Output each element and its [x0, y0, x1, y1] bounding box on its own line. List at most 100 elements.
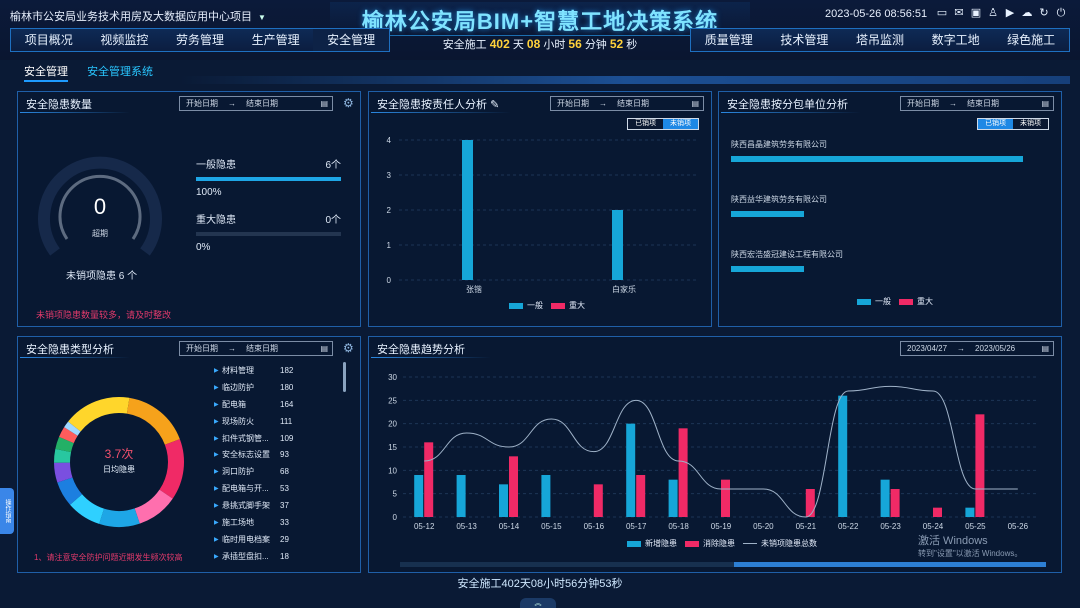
- y-tick-label: 15: [388, 443, 397, 452]
- x-tick-label: 05-16: [584, 522, 605, 531]
- gear-icon[interactable]: ⚙: [343, 341, 354, 355]
- calendar-icon: ▤: [691, 99, 699, 108]
- video-icon[interactable]: ▶: [1005, 7, 1015, 19]
- date-range-picker[interactable]: 开始日期 → 结束日期 ▤: [550, 96, 704, 111]
- subtab-safety-system[interactable]: 安全管理系统: [87, 66, 154, 78]
- type-list-item[interactable]: ▶ 配电箱 164: [214, 396, 293, 413]
- project-selector[interactable]: 榆林市公安局业务技术用房及大数据应用中心项目 ▼: [10, 11, 266, 23]
- type-list-item[interactable]: ▶ 配电箱与开... 53: [214, 480, 293, 497]
- nav-left: 项目概况 视频监控 劳务管理 生产管理 安全管理: [10, 28, 390, 52]
- type-value: 53: [280, 484, 289, 494]
- type-list-item[interactable]: ▶ 现场防火 111: [214, 413, 293, 430]
- date-range-picker[interactable]: 开始日期 → 结束日期 ▤: [179, 341, 333, 356]
- x-tick-label: 张锴: [466, 284, 482, 294]
- nav-item[interactable]: 塔吊监测: [855, 33, 904, 47]
- type-list-item[interactable]: ▶ 施工场地 33: [214, 514, 293, 531]
- safe-footer: 安全施工402天08小时56分钟53秒: [457, 578, 623, 590]
- cloud-icon[interactable]: ☁: [1021, 7, 1033, 19]
- bar: [593, 484, 603, 517]
- type-name: 现场防火: [222, 416, 254, 426]
- bar: [731, 211, 804, 217]
- type-list-item[interactable]: ▶ 材料管理 182: [214, 362, 293, 379]
- expand-up-icon[interactable]: ︽: [520, 598, 556, 608]
- nav-item-active[interactable]: 安全管理: [313, 29, 389, 51]
- gear-icon[interactable]: ⚙: [343, 96, 354, 110]
- type-name: 扣件式钢管...: [222, 433, 269, 443]
- image-icon[interactable]: ▣: [970, 7, 982, 19]
- x-tick-label: 白家乐: [612, 284, 636, 294]
- category-label: 陕西益华建筑劳务有限公司: [731, 194, 827, 204]
- power-icon[interactable]: ⏻: [1056, 7, 1066, 19]
- toggle-sold[interactable]: 已销项: [978, 119, 1013, 129]
- type-list-item[interactable]: ▶ 悬挑式脚手架 37: [214, 497, 293, 514]
- trend-line: [424, 385, 1018, 518]
- toggle-unsold[interactable]: 未销项: [663, 119, 698, 129]
- nav-right: 质量管理 技术管理 塔吊监测 数字工地 绿色施工: [690, 28, 1070, 52]
- nav-item[interactable]: 绿色施工: [1007, 33, 1056, 47]
- panel-hazard-count: 安全隐患数量 开始日期 → 结束日期 ▤ ⚙ 0 超期 未销项隐患 6 个 一般隐患 6…: [17, 91, 361, 327]
- calendar-icon: ▤: [1041, 99, 1049, 108]
- date-range-picker[interactable]: 2023/04/27 → 2023/05/26 ▤: [900, 341, 1054, 356]
- panel-title: 安全隐患按分包单位分析: [727, 99, 848, 111]
- nav-item[interactable]: 生产管理: [251, 33, 300, 47]
- nav-item[interactable]: 项目概况: [24, 33, 73, 47]
- triangle-icon: ▶: [214, 503, 219, 510]
- toggle-unsold[interactable]: 未销项: [1013, 119, 1048, 129]
- list-scrollbar[interactable]: [343, 362, 346, 392]
- toggle-sold[interactable]: 已销项: [628, 119, 663, 129]
- type-list-item[interactable]: ▶ 安全标志设置 93: [214, 446, 293, 463]
- type-list-item[interactable]: ▶ 洞口防护 68: [214, 463, 293, 480]
- y-tick-label: 5: [393, 490, 398, 499]
- type-list-item[interactable]: ▶ 临边防护 180: [214, 379, 293, 396]
- bar: [462, 140, 473, 280]
- datetime: 2023-05-26 08:56:51: [825, 8, 928, 20]
- date-range-picker[interactable]: 开始日期 → 结束日期 ▤: [900, 96, 1054, 111]
- nav-item[interactable]: 视频监控: [100, 33, 149, 47]
- x-tick-label: 05-24: [923, 522, 944, 531]
- type-value: 37: [280, 501, 289, 511]
- title-underline: [371, 357, 491, 358]
- triangle-icon: ▶: [214, 418, 219, 425]
- screen-icon[interactable]: ▭: [936, 7, 948, 19]
- x-tick-label: 05-21: [796, 522, 817, 531]
- bar: [975, 414, 985, 517]
- type-value: 33: [280, 517, 289, 527]
- bar: [424, 442, 434, 517]
- shirt-icon[interactable]: ♙: [988, 7, 998, 19]
- type-value: 180: [280, 382, 294, 392]
- type-list-item[interactable]: ▶ 临时用电档案 29: [214, 531, 293, 548]
- subtab-safety[interactable]: 安全管理: [24, 66, 68, 82]
- nav-item[interactable]: 质量管理: [704, 33, 753, 47]
- title-bg: [330, 2, 750, 36]
- y-tick-label: 2: [387, 206, 392, 215]
- type-list-item[interactable]: ▶ 扣件式钢管... 109: [214, 430, 293, 447]
- bar: [414, 475, 424, 517]
- y-tick-label: 20: [388, 420, 397, 429]
- refresh-icon[interactable]: ↻: [1039, 7, 1049, 19]
- nav-item[interactable]: 数字工地: [931, 33, 980, 47]
- bar: [612, 210, 623, 280]
- x-tick-label: 05-13: [456, 522, 477, 531]
- nav-item[interactable]: 劳务管理: [175, 33, 224, 47]
- date-range-picker[interactable]: 开始日期 → 结束日期 ▤: [179, 96, 333, 111]
- legend-item: 未销项隐患总数: [743, 538, 817, 549]
- side-guide-tab[interactable]: 操作指南: [0, 488, 14, 534]
- chart-scrollbar[interactable]: [400, 562, 1046, 567]
- type-value: 182: [280, 365, 294, 375]
- x-tick-label: 05-18: [668, 522, 689, 531]
- edit-icon[interactable]: ✎: [490, 99, 500, 111]
- donut-slice: [54, 462, 73, 483]
- type-list-item[interactable]: ▶ 承插型盘扣... 18: [214, 548, 293, 565]
- donut-slice: [70, 493, 105, 524]
- scroll-thumb[interactable]: [734, 562, 1046, 567]
- y-tick-label: 25: [388, 396, 397, 405]
- nav-item[interactable]: 技术管理: [780, 33, 829, 47]
- hazard-item-major: 重大隐患 0个 0%: [196, 215, 341, 253]
- sold-toggle: 已销项 未销项: [627, 118, 699, 130]
- chart-legend: 一般 重大: [509, 300, 585, 311]
- top-icons: ▭ ✉ ▣ ♙ ▶ ☁ ↻ ⏻: [935, 6, 1068, 20]
- donut-center-label: 日均隐患: [103, 464, 135, 474]
- mail-icon[interactable]: ✉: [954, 7, 964, 19]
- hazard-gauge: 0 超期: [38, 156, 162, 256]
- unsold-count: 未销项隐患 6 个: [66, 271, 138, 282]
